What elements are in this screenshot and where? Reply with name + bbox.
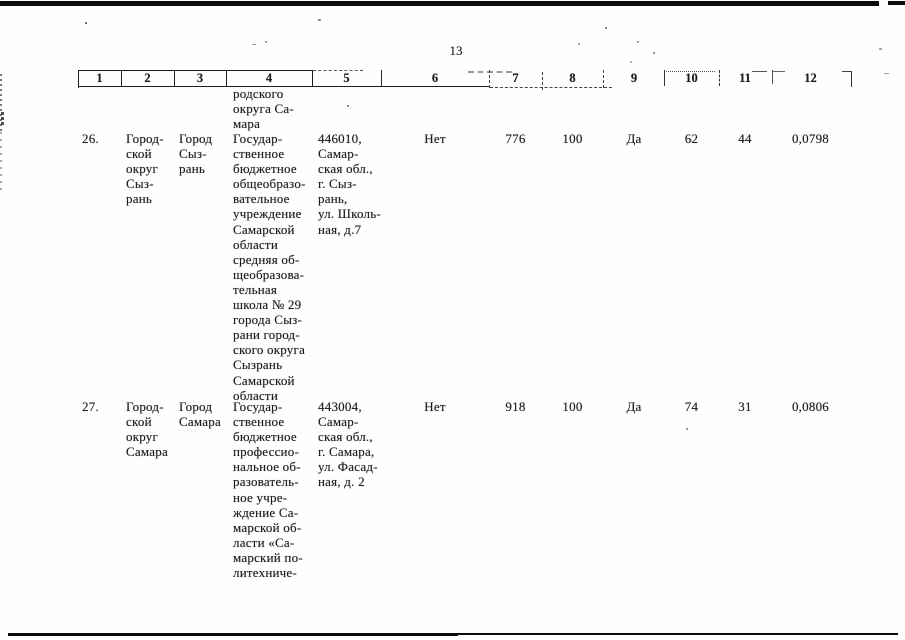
cell-r26-institution: Государ- ственное бюджетное общеобразо- …: [233, 131, 306, 403]
scan-artifact-top-bar: [0, 1, 879, 6]
cell-r27-col9: Да: [626, 399, 642, 414]
cell-r27-col8: 100: [562, 399, 583, 414]
scan-speck: [653, 52, 655, 54]
table-header-col-10: 10: [685, 71, 698, 85]
cell-r27-municipality: Город- ской округ Самара: [126, 399, 168, 460]
table-rule-v-6-7: [489, 70, 490, 88]
cell-r27-settlement: Город Самара: [179, 399, 221, 430]
table-rule-v-5-6: [381, 70, 382, 86]
cell-r27-col7: 918: [505, 399, 526, 414]
table-rule-bottom-solid: [78, 86, 490, 87]
table-header-col-4: 4: [265, 71, 273, 85]
table-rule-v-8-9: [603, 70, 604, 88]
cell-r26-address: 446010, Самар- ская обл., г. Сыз- рань, …: [318, 131, 381, 237]
scan-artifact-top-bar-fragment: [888, 1, 905, 5]
table-header-col-3: 3: [196, 71, 204, 85]
table-rule-top-solid: [78, 70, 314, 71]
cell-carryover-institution: родского округа Са- мара: [233, 86, 294, 132]
table-rule-v-left: [78, 70, 79, 88]
cell-r26-index: 26.: [82, 131, 99, 146]
scan-speck: [630, 61, 632, 63]
cell-r27-col11: 31: [738, 399, 752, 414]
table-header-col-12: 12: [804, 71, 817, 85]
cell-r26-col11: 44: [738, 131, 752, 146]
table-rule-v-9-10: [664, 70, 665, 86]
cell-r27-col10: 74: [684, 399, 699, 414]
cell-r26-col12: 0,0798: [791, 131, 830, 146]
scan-speck: [884, 73, 889, 74]
page-number: 13: [449, 43, 463, 58]
scan-edge-noise: [1, 112, 4, 126]
scan-speck: [265, 41, 267, 43]
cell-r27-col6: Нет: [424, 399, 446, 414]
cell-r27-col12: 0,0806: [791, 399, 830, 414]
table-header-col-7: 7: [512, 71, 519, 85]
table-rule-v-11-12: [772, 70, 773, 84]
table-rule-top-dashed-1: [313, 70, 363, 71]
scan-speck: [252, 44, 256, 45]
table-rule-v-right: [851, 71, 852, 87]
table-rule-top-dash-4: [752, 70, 767, 72]
cell-r26-col9: Да: [626, 131, 642, 146]
scan-speck: [879, 48, 882, 50]
scan-speck: [637, 41, 639, 43]
scan-speck: [85, 22, 87, 24]
table-header-col-2: 2: [144, 71, 151, 85]
table-rule-bottom-dashed: [490, 86, 612, 88]
scan-artifact-bottom-line-right: [455, 633, 898, 635]
scan-speck: [318, 19, 321, 21]
table-rule-v-10-11: [719, 70, 720, 86]
cell-r26-settlement: Город Сыз- рань: [179, 131, 213, 177]
cell-r27-address: 443004, Самар- ская обл., г. Самара, ул.…: [318, 399, 378, 490]
scan-edge-noise: [0, 132, 2, 192]
table-rule-top-dashed-2: [468, 71, 512, 73]
scan-speck: [686, 428, 688, 430]
table-header-col-9: 9: [630, 71, 638, 85]
table-rule-v-1-2: [121, 70, 122, 86]
cell-r27-institution: Государ- ственное бюджетное профессио- н…: [233, 399, 303, 581]
scan-speck: [578, 43, 580, 45]
cell-r27-index: 27.: [82, 399, 99, 414]
table-rule-top-dash-5: [772, 70, 785, 72]
table-rule-top-dash-6: [842, 71, 852, 72]
table-header-col-11: 11: [739, 71, 751, 85]
scan-edge-noise: [0, 74, 2, 132]
table-rule-v-3-4: [226, 70, 227, 86]
table-header-col-5: 5: [343, 71, 350, 85]
table-rule-v-7-8: [542, 72, 543, 90]
scan-speck: [347, 105, 349, 107]
cell-r26-col6: Нет: [424, 131, 446, 146]
scan-artifact-bottom-line-left: [8, 633, 458, 636]
scan-speck: [690, 140, 692, 142]
table-header-col-1: 1: [96, 71, 103, 85]
scan-speck: [605, 27, 607, 29]
table-rule-top-dashed-3: [666, 70, 715, 72]
cell-r26-col10: 62: [684, 131, 699, 146]
cell-r26-municipality: Город- ской округ Сыз- рань: [126, 131, 164, 207]
cell-r26-col7: 776: [505, 131, 526, 146]
table-rule-v-4-5: [312, 70, 313, 86]
table-rule-v-2-3: [174, 70, 175, 86]
table-header-col-6: 6: [431, 71, 439, 85]
table-header-col-8: 8: [569, 71, 576, 85]
cell-r26-col8: 100: [562, 131, 583, 146]
scan-speck: [350, 108, 351, 109]
